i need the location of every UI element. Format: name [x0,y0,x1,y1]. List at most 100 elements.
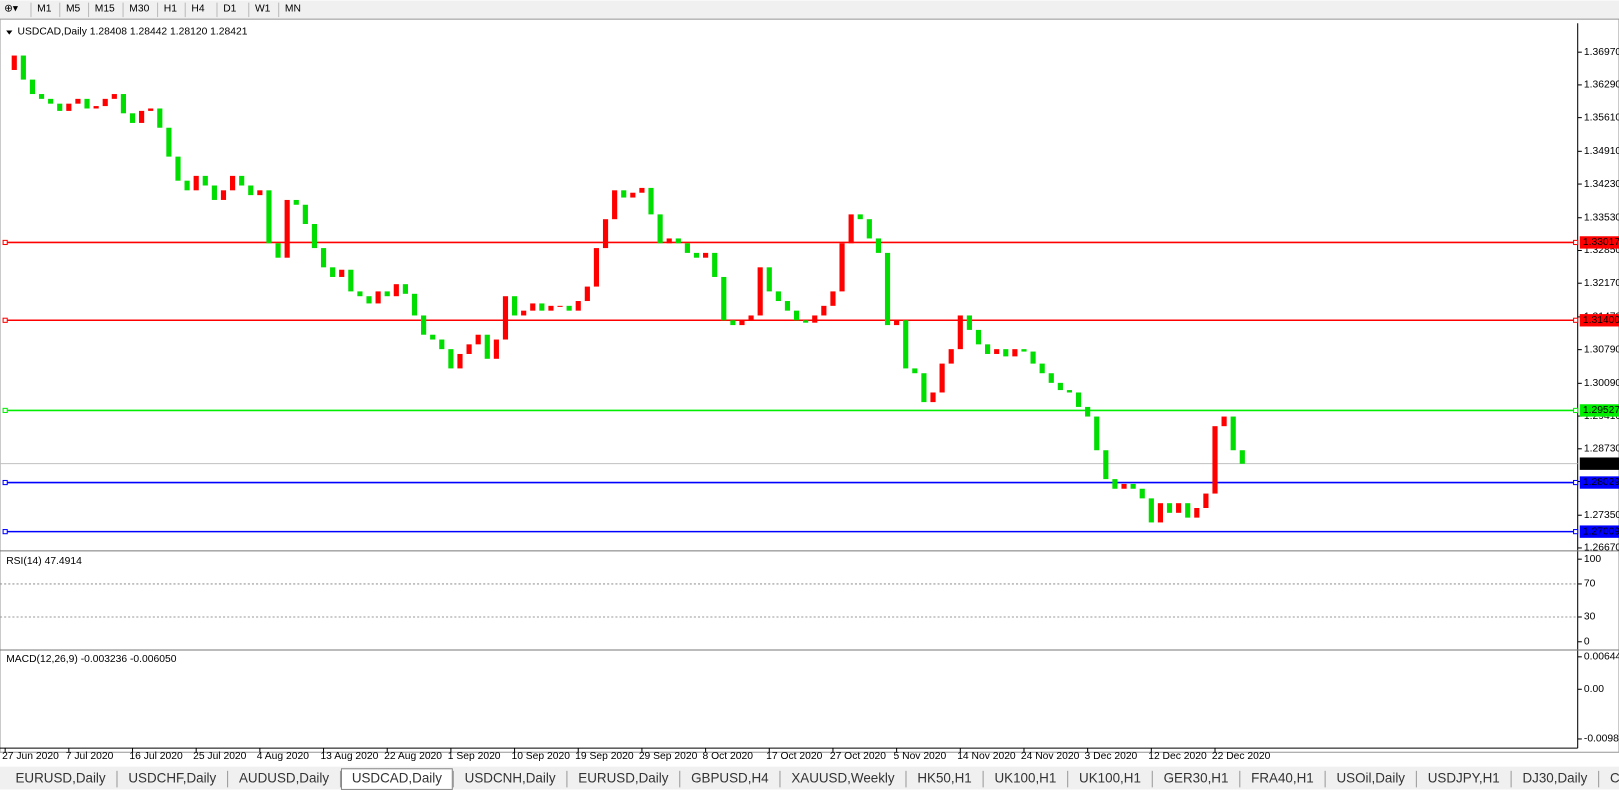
tab-background [1068,768,1152,790]
y-tick-label: 1.32850 [1584,245,1619,256]
tab-label[interactable]: GER30,H1 [1164,771,1229,786]
candle-body [821,305,827,316]
candle-body [393,284,399,297]
candle-body [657,214,663,244]
tab[interactable]: CHINA300,H1 [1599,768,1619,790]
tab-label[interactable]: UK100,H1 [1079,771,1141,786]
tab[interactable]: GER30,H1 [1153,768,1241,790]
tab[interactable]: AUDUSD,Daily [228,768,341,790]
tab-label[interactable]: USOil,Daily [1336,771,1405,786]
tab-background [907,768,983,790]
y-tick-label: 0.00 [1584,684,1604,695]
candle-body [202,175,208,186]
tab[interactable]: DJ30,Daily [1512,768,1600,790]
candle-body [357,291,363,297]
tab-background [1153,768,1239,790]
tab-label[interactable]: DJ30,Daily [1522,771,1587,786]
y-tick-label: 30 [1584,612,1596,623]
tab-label[interactable]: EURUSD,Daily [578,771,668,786]
rsi-title: RSI(14) 47.4914 [6,556,82,567]
candle-body [957,315,963,350]
y-tick-label: -0.00987 [1584,734,1619,745]
tab-label[interactable]: USDCHF,Daily [128,771,216,786]
candle-body [184,180,190,191]
candle-body [784,301,791,311]
tab[interactable]: GBPUSD,H4 [680,768,781,790]
x-tick-label: 22 Dec 2020 [1212,751,1271,762]
candle-body [921,373,927,403]
candle-body [120,94,126,114]
timeframe-button[interactable]: M5 [66,4,81,15]
timeframe-button[interactable]: MN [285,4,301,15]
tab-background [1417,768,1511,790]
timeframe-button[interactable]: D1 [223,4,236,15]
candle-body [1021,349,1027,352]
tab[interactable]: HK50,H1 [907,768,984,790]
timeframe-button[interactable]: M1 [37,4,52,15]
tab[interactable]: EURUSD,Daily [5,768,118,790]
tab-background [454,768,566,790]
timeframe-button[interactable]: H4 [191,4,204,15]
tab[interactable]: FRA40,H1 [1240,768,1326,790]
candle-body [812,315,818,323]
tab[interactable]: EURUSD,Daily [567,768,681,790]
level-tag [1579,525,1619,538]
tab-label[interactable]: USDCAD,Daily [352,771,442,786]
tab[interactable]: XAUUSD,Weekly [780,768,907,790]
candle-body [193,175,199,191]
candle-body [29,79,36,95]
timeframe-button[interactable]: W1 [255,4,271,15]
tab-label[interactable]: GBPUSD,H4 [691,771,769,786]
candle-body [830,291,836,306]
tab-label[interactable]: USDCNH,Daily [465,771,556,786]
candle-body [748,315,754,321]
tab-label[interactable]: EURUSD,Daily [15,771,105,786]
level-label: 1.33017 [1583,237,1619,248]
candle-body [803,320,809,323]
level-label: 1.27009 [1583,526,1619,537]
candle-body [139,110,145,123]
chart-title: USDCAD,Daily 1.28408 1.28442 1.28120 1.2… [18,26,248,37]
x-tick-label: 8 Oct 2020 [702,751,753,762]
tab[interactable]: UK100,H1 [1068,768,1153,790]
tab[interactable]: UK100,H1 [984,768,1069,790]
tab[interactable]: USOil,Daily [1326,768,1417,790]
candle-body [648,187,654,215]
timeframe-button[interactable]: H1 [164,4,177,15]
tab-label[interactable]: XAUUSD,Weekly [791,771,895,786]
tab[interactable]: USDCNH,Daily [454,768,568,790]
tab-background [1599,768,1619,790]
tab-background [340,768,453,790]
tab-label[interactable]: FRA40,H1 [1251,771,1314,786]
timeframe-button[interactable]: M30 [129,4,149,15]
candle-body [502,296,509,340]
candle-body [684,243,690,253]
candle-body [220,190,227,200]
tab[interactable]: USDCAD,Daily [340,768,454,790]
tab[interactable]: USDJPY,H1 [1417,768,1512,790]
tab-label[interactable]: AUDUSD,Daily [239,771,329,786]
candle-body [739,320,745,326]
tab-label[interactable]: USDJPY,H1 [1428,771,1500,786]
candle-body [375,291,381,304]
level-anchor [2,407,8,414]
candle-body [411,293,418,316]
candle-body [457,353,463,369]
tab-label[interactable]: HK50,H1 [917,771,971,786]
candle-body [75,98,81,104]
tab[interactable]: USDCHF,Daily [118,768,229,790]
y-tick-label: 1.34230 [1584,179,1619,190]
candle-body [475,334,481,345]
tab-label[interactable]: UK100,H1 [994,771,1056,786]
candle-body [1194,508,1200,518]
timeframe-button[interactable]: M15 [95,4,115,15]
level-anchor [2,317,8,323]
tab-label[interactable]: CHINA300,H1 [1610,771,1619,786]
candle-body [948,349,954,364]
candle-body [484,334,490,359]
tab-background [984,768,1067,790]
candle-body [994,349,1000,354]
tab-background [228,768,340,790]
